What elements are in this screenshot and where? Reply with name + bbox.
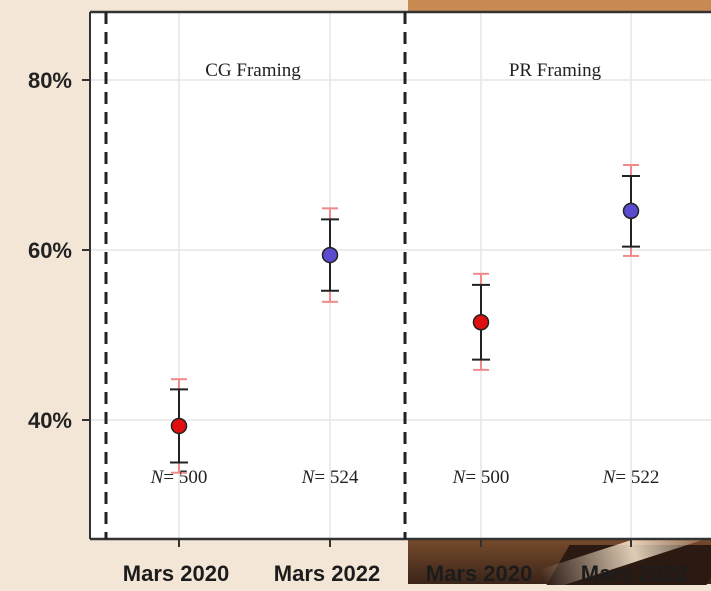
x-tick-label: Mars 2022	[274, 561, 380, 584]
data-point	[622, 202, 640, 220]
y-tick-label: 80%	[28, 68, 72, 93]
n-label: N= 500	[452, 467, 510, 488]
n-label: N= 524	[301, 467, 359, 488]
plot-area	[90, 12, 711, 539]
n-label: N= 522	[602, 467, 660, 488]
y-tick-label: 40%	[28, 408, 72, 433]
data-point	[472, 314, 490, 331]
data-point	[321, 246, 339, 264]
x-axis: Mars 2020 Mars 2022 Mars 2020 Mars 2022	[123, 561, 687, 584]
panel-title-pr: PR Framing	[509, 60, 602, 81]
data-marks	[170, 164, 640, 474]
panel-title-cg: CG Framing	[205, 60, 301, 81]
n-label: N= 500	[150, 467, 208, 488]
x-tick-label: Mars 2022	[581, 561, 687, 584]
x-tick-label: Mars 2020	[426, 561, 532, 584]
y-tick-label: 60%	[28, 238, 72, 263]
y-axis: 40% 60% 80%	[28, 68, 90, 433]
x-tick-label: Mars 2020	[123, 561, 229, 584]
data-point	[170, 417, 188, 435]
